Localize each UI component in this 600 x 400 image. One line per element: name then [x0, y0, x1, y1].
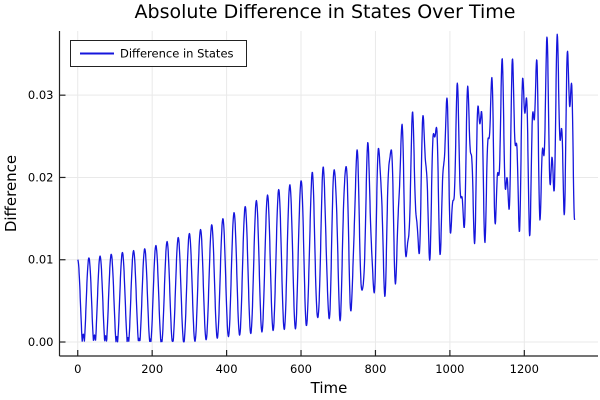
x-tick-label: 400 — [216, 362, 238, 376]
legend: Difference in States — [70, 40, 247, 67]
y-tick-label: 0.00 — [28, 335, 54, 349]
y-tick-label: 0.03 — [28, 88, 54, 102]
x-tick-label: 1200 — [510, 362, 539, 376]
series-line — [77, 33, 576, 343]
y-tick-label: 0.01 — [28, 253, 54, 267]
legend-label: Difference in States — [120, 47, 234, 61]
chart-title: Absolute Difference in States Over Time — [135, 1, 516, 23]
x-tick-label: 600 — [290, 362, 312, 376]
x-tick-label: 200 — [141, 362, 163, 376]
x-tick-label: 800 — [364, 362, 386, 376]
y-tick-label: 0.02 — [28, 170, 54, 184]
axes — [58, 31, 598, 357]
legend-box — [70, 40, 247, 67]
y-axis-label: Difference — [2, 155, 20, 232]
x-tick-label: 1000 — [435, 362, 464, 376]
tick-labels: 0 200 400 600 800 1000 1200 0.00 0.01 0.02 0.03 — [28, 88, 539, 376]
x-axis-label: Time — [310, 379, 348, 397]
x-tick-label: 0 — [74, 362, 81, 376]
gridlines — [59, 31, 598, 356]
